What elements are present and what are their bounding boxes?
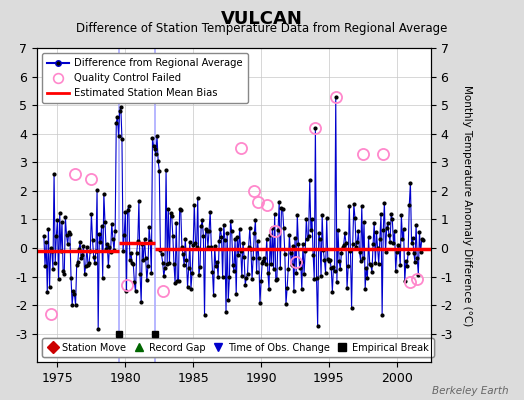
Y-axis label: Monthly Temperature Anomaly Difference (°C): Monthly Temperature Anomaly Difference (… <box>462 84 472 326</box>
Text: VULCAN: VULCAN <box>221 10 303 28</box>
Legend: Station Move, Record Gap, Time of Obs. Change, Empirical Break: Station Move, Record Gap, Time of Obs. C… <box>42 338 433 358</box>
Text: Berkeley Earth: Berkeley Earth <box>432 386 508 396</box>
Text: Difference of Station Temperature Data from Regional Average: Difference of Station Temperature Data f… <box>77 22 447 35</box>
